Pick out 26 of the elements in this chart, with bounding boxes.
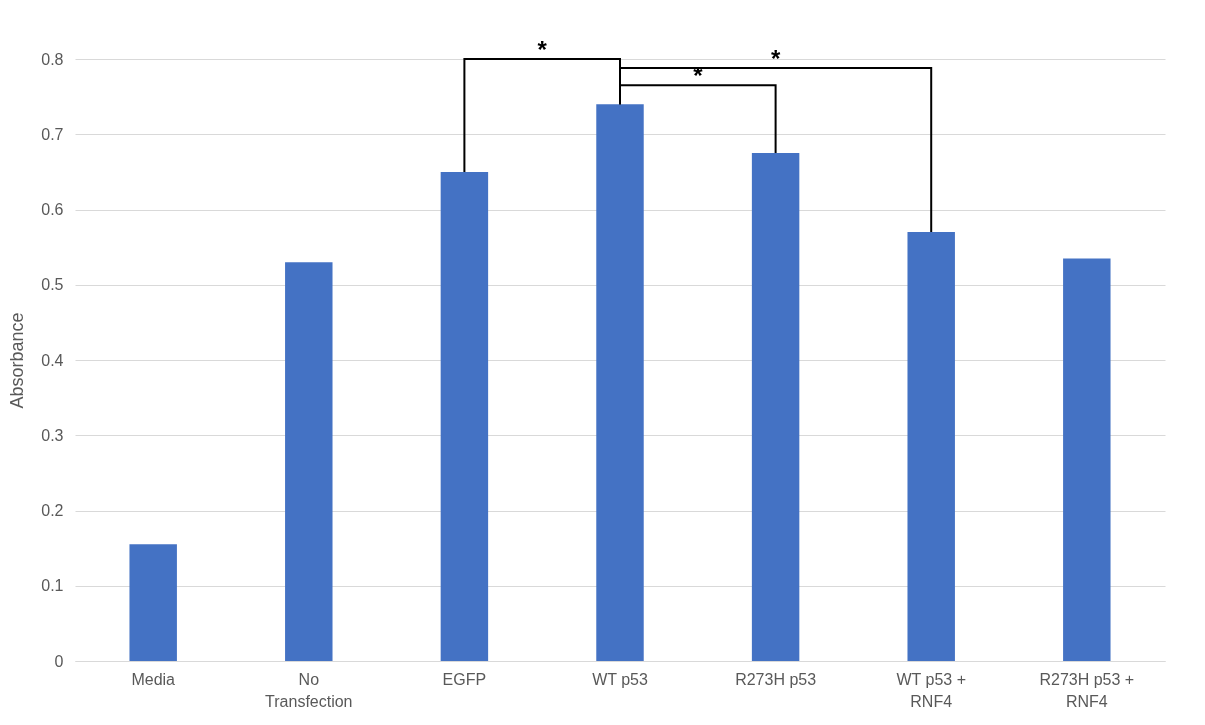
y-tick-label: 0.2	[41, 502, 64, 519]
y-tick-label: 0.4	[41, 351, 64, 369]
y-tick-label: 0.8	[41, 50, 64, 68]
x-tick-label: No Transfection	[265, 670, 353, 710]
annotation: *	[537, 36, 548, 63]
y-tick-label: 0.5	[41, 276, 64, 294]
x-tick-label: WT p53	[592, 670, 648, 688]
y-tick-label: 0.6	[41, 201, 64, 218]
y-axis-title: Absorbance	[7, 312, 28, 409]
y-tick-label: 0	[54, 652, 64, 670]
y-tick-label: 0.1	[41, 577, 64, 595]
bar	[1063, 258, 1111, 661]
bar	[907, 232, 955, 661]
bar	[129, 544, 177, 661]
bar	[751, 153, 800, 661]
bar	[285, 262, 333, 661]
x-tick-label: Media	[131, 670, 176, 688]
x-tick-label: R273H p53 + RNF4	[1039, 670, 1135, 710]
bar	[440, 171, 489, 661]
x-tick-label: EGFP	[442, 670, 487, 688]
y-tick-label: 0.3	[41, 426, 64, 444]
x-tick-label: WT p53 + RNF4	[896, 670, 966, 710]
y-tick-label: 0.7	[41, 125, 64, 143]
bar	[596, 104, 644, 661]
annotation: *	[771, 45, 782, 73]
x-tick-label: R273H p53	[735, 670, 817, 688]
